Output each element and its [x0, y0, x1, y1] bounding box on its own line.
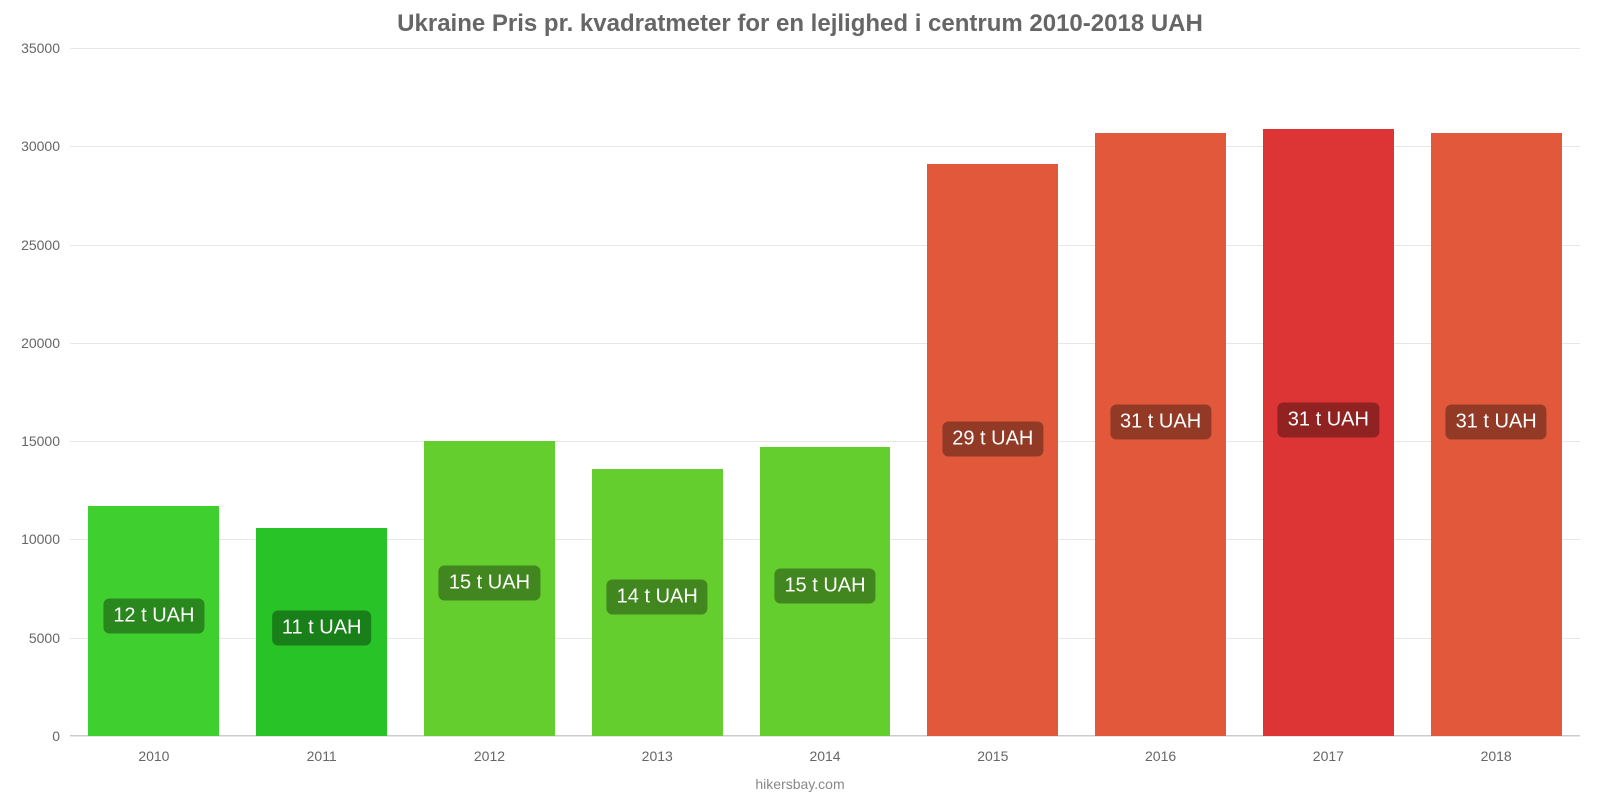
y-tick-label: 10000 [21, 531, 70, 547]
bar-slot: 11 t UAH2011 [238, 48, 406, 736]
x-tick-label: 2011 [307, 736, 337, 764]
y-tick-label: 35000 [21, 40, 70, 56]
bar-value-label: 11 t UAH [272, 610, 372, 645]
x-tick-label: 2016 [1145, 736, 1176, 764]
bar-slot: 14 t UAH2013 [573, 48, 741, 736]
chart-title: Ukraine Pris pr. kvadratmeter for en lej… [0, 0, 1600, 38]
bar-slot: 31 t UAH2017 [1244, 48, 1412, 736]
x-tick-label: 2013 [642, 736, 673, 764]
x-tick-label: 2015 [977, 736, 1008, 764]
y-tick-label: 20000 [21, 335, 70, 351]
plot-area: 05000100001500020000250003000035000 12 t… [70, 48, 1580, 736]
x-tick-label: 2010 [138, 736, 169, 764]
chart-footer: hikersbay.com [755, 776, 844, 792]
x-tick-label: 2012 [474, 736, 505, 764]
bar-value-label: 15 t UAH [439, 565, 540, 600]
bar-slot: 31 t UAH2018 [1412, 48, 1580, 736]
y-tick-label: 25000 [21, 237, 70, 253]
bar-slot: 31 t UAH2016 [1077, 48, 1245, 736]
y-tick-label: 0 [52, 728, 70, 744]
x-tick-label: 2018 [1481, 736, 1512, 764]
y-tick-label: 30000 [21, 138, 70, 154]
chart-container: Ukraine Pris pr. kvadratmeter for en lej… [0, 0, 1600, 800]
bar-slot: 15 t UAH2012 [406, 48, 574, 736]
bar-value-label: 15 t UAH [774, 568, 875, 603]
bar-value-label: 31 t UAH [1278, 403, 1379, 438]
bar-value-label: 31 t UAH [1110, 405, 1211, 440]
y-tick-label: 15000 [21, 433, 70, 449]
x-tick-label: 2017 [1313, 736, 1344, 764]
y-tick-label: 5000 [29, 630, 70, 646]
bar-value-label: 14 t UAH [607, 580, 708, 615]
x-tick-label: 2014 [809, 736, 840, 764]
bar-slot: 29 t UAH2015 [909, 48, 1077, 736]
bar-value-label: 12 t UAH [103, 599, 204, 634]
bar-slot: 15 t UAH2014 [741, 48, 909, 736]
bars-row: 12 t UAH201011 t UAH201115 t UAH201214 t… [70, 48, 1580, 736]
bar-value-label: 31 t UAH [1446, 405, 1547, 440]
bar-value-label: 29 t UAH [942, 421, 1043, 456]
bar-slot: 12 t UAH2010 [70, 48, 238, 736]
